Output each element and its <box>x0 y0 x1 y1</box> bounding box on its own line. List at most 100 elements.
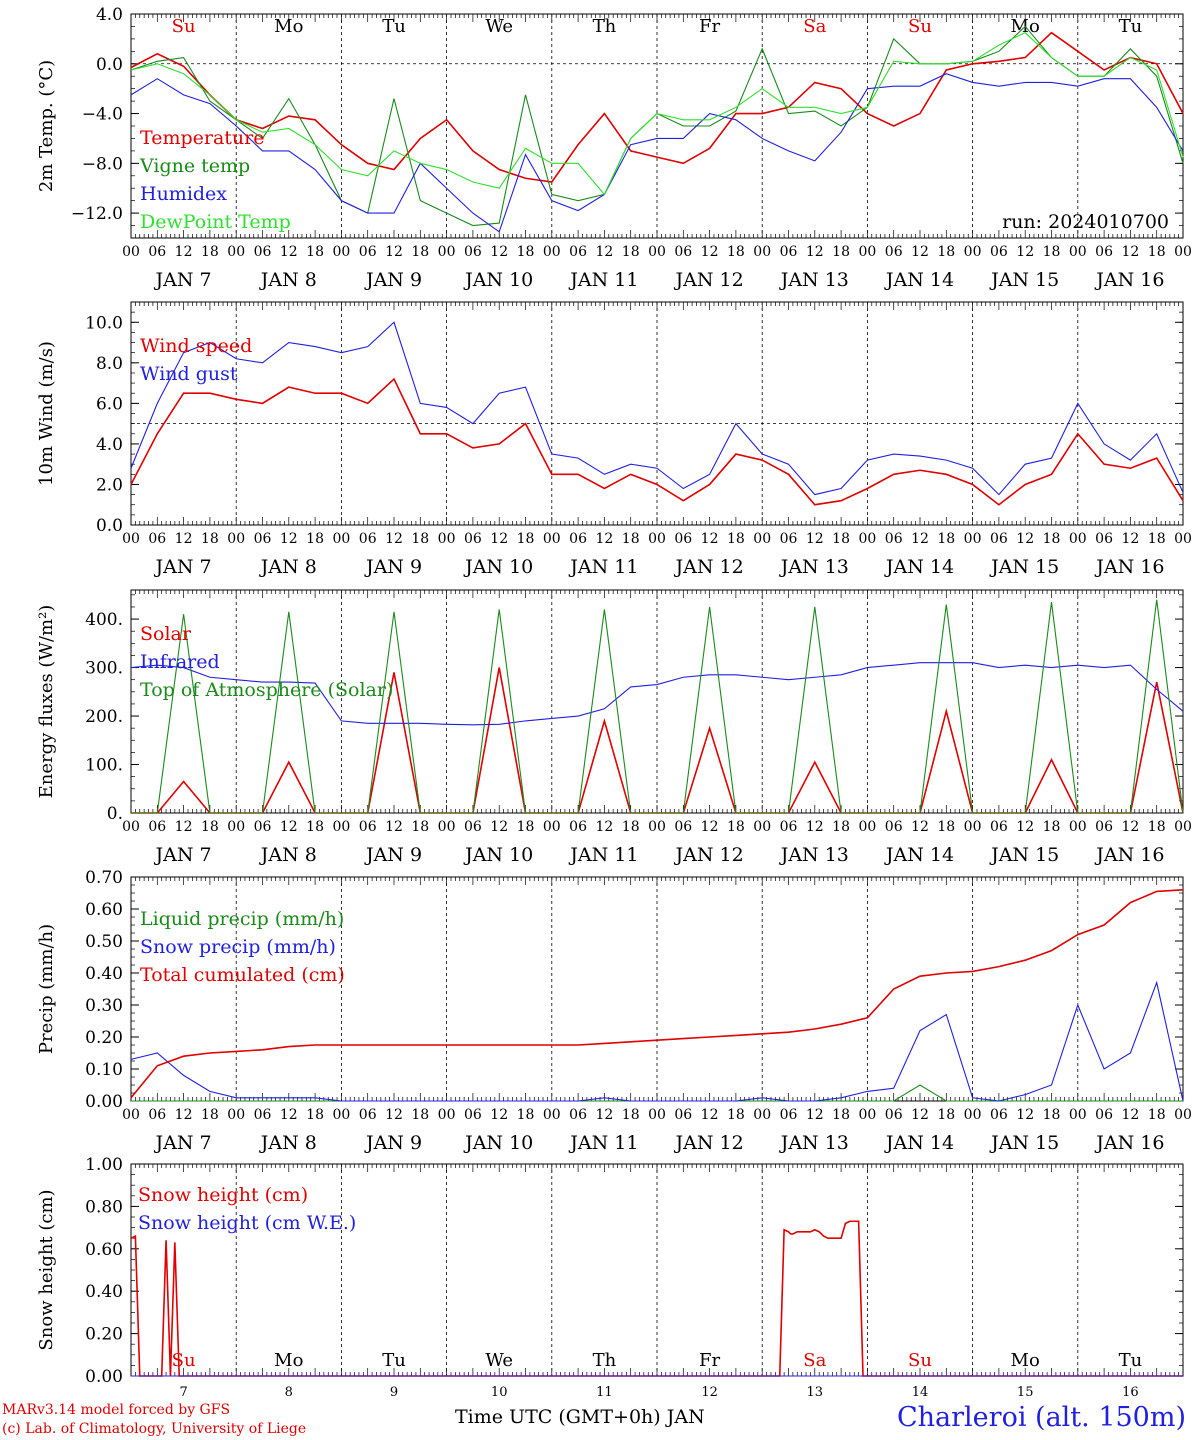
day-name-label: Th <box>593 16 617 37</box>
hour-label: 06 <box>464 244 482 260</box>
hour-label: 00 <box>438 819 456 835</box>
hour-label: 18 <box>411 244 429 260</box>
hour-label: 06 <box>885 819 903 835</box>
day-name-label: Fr <box>699 1350 720 1371</box>
hour-label: 00 <box>122 1107 140 1123</box>
y-tick-label: 1.00 <box>85 1155 123 1175</box>
hour-label: 18 <box>622 1107 640 1123</box>
y-tick-label: 100. <box>85 756 123 776</box>
hour-label: 18 <box>727 1107 745 1123</box>
date-number-label: 12 <box>701 1385 718 1400</box>
date-label: JAN 9 <box>364 844 422 866</box>
y-tick-label: 0.30 <box>85 996 123 1016</box>
date-number-label: 10 <box>491 1385 508 1400</box>
day-name-label: Tu <box>1119 1350 1143 1371</box>
legend-entry: Wind speed <box>140 335 252 357</box>
y-tick-label: 0.60 <box>85 900 123 920</box>
hour-label: 00 <box>753 1107 771 1123</box>
date-label: JAN 7 <box>154 556 212 578</box>
date-label: JAN 10 <box>463 556 533 578</box>
hour-label: 06 <box>464 1107 482 1123</box>
date-label: JAN 15 <box>989 1132 1059 1154</box>
date-label: JAN 8 <box>259 269 317 291</box>
date-label: JAN 15 <box>989 269 1059 291</box>
hour-label: 06 <box>780 244 798 260</box>
hour-label: 18 <box>1148 1107 1166 1123</box>
hour-label: 00 <box>332 244 350 260</box>
panel-frame <box>130 301 1184 526</box>
hour-label: 18 <box>306 1107 324 1123</box>
y-axis-label: Snow height (cm) <box>36 1189 57 1350</box>
date-label: JAN 10 <box>463 269 533 291</box>
hour-label: 06 <box>674 244 692 260</box>
series-line-infrared <box>130 662 1184 726</box>
date-label: JAN 11 <box>568 1132 638 1154</box>
day-name-label: Su <box>172 1350 196 1371</box>
hour-label: 18 <box>832 531 850 547</box>
hour-label: 12 <box>385 244 403 260</box>
hour-label: 12 <box>175 819 193 835</box>
y-tick-label: 0.10 <box>85 1060 123 1080</box>
hour-label: 12 <box>1016 819 1034 835</box>
date-label: JAN 16 <box>1094 269 1164 291</box>
hour-label: 12 <box>1016 531 1034 547</box>
hour-label: 06 <box>359 819 377 835</box>
hour-label: 18 <box>1043 531 1061 547</box>
legend-entry: Total cumulated (cm) <box>140 964 345 986</box>
day-name-label: We <box>485 16 513 37</box>
hour-label: 06 <box>148 244 166 260</box>
hour-label: 12 <box>595 531 613 547</box>
hour-label: 18 <box>1043 244 1061 260</box>
hour-label: 18 <box>832 819 850 835</box>
series-line-total-cumulated-cm- <box>130 889 1184 1099</box>
date-label: JAN 15 <box>989 844 1059 866</box>
date-label: JAN 8 <box>259 844 317 866</box>
hour-label: 12 <box>911 819 929 835</box>
y-tick-label: 300. <box>85 659 123 679</box>
run-annotation: run: 2024010700 <box>1002 211 1169 233</box>
y-axis-label: 2m Temp. (°C) <box>36 60 57 192</box>
hour-label: 12 <box>595 244 613 260</box>
hour-label: 18 <box>622 244 640 260</box>
hour-label: 00 <box>648 819 666 835</box>
hour-label: 12 <box>1121 244 1139 260</box>
model-credit: MARv3.14 model forced by GFS <box>2 1402 231 1418</box>
hour-label: 00 <box>122 244 140 260</box>
x-axis-label: Time UTC (GMT+0h) JAN <box>455 1406 705 1428</box>
hour-label: 12 <box>175 244 193 260</box>
hour-label: 12 <box>806 244 824 260</box>
y-tick-label: 0.00 <box>85 1092 123 1112</box>
y-tick-label: 4.0 <box>96 5 123 25</box>
date-label: JAN 7 <box>154 269 212 291</box>
hour-label: 00 <box>438 244 456 260</box>
hour-label: 12 <box>490 819 508 835</box>
y-tick-label: 6.0 <box>96 394 123 414</box>
hour-label: 12 <box>595 819 613 835</box>
hour-label: 18 <box>306 819 324 835</box>
day-name-label: Su <box>908 16 932 37</box>
hour-label: 06 <box>1095 244 1113 260</box>
hour-label: 00 <box>964 819 982 835</box>
hour-label: 06 <box>148 1107 166 1123</box>
hour-label: 00 <box>964 244 982 260</box>
y-axis-label: Precip (mm/h) <box>36 924 57 1054</box>
hour-label: 18 <box>937 1107 955 1123</box>
day-name-label: Mo <box>274 1350 303 1371</box>
hour-label: 00 <box>332 531 350 547</box>
hour-label: 18 <box>517 531 535 547</box>
hour-label: 12 <box>701 244 719 260</box>
y-tick-label: 10.0 <box>85 313 123 333</box>
date-label: JAN 7 <box>154 844 212 866</box>
hour-label: 12 <box>175 531 193 547</box>
y-tick-label: 0.0 <box>96 55 123 75</box>
hour-label: 18 <box>832 244 850 260</box>
hour-label: 12 <box>806 531 824 547</box>
hour-label: 00 <box>227 244 245 260</box>
date-number-label: 14 <box>912 1385 929 1400</box>
date-label: JAN 11 <box>568 556 638 578</box>
date-label: JAN 16 <box>1094 556 1164 578</box>
y-tick-label: 8.0 <box>96 354 123 374</box>
date-label: JAN 14 <box>884 844 954 866</box>
hour-label: 18 <box>411 819 429 835</box>
date-label: JAN 9 <box>364 1132 422 1154</box>
